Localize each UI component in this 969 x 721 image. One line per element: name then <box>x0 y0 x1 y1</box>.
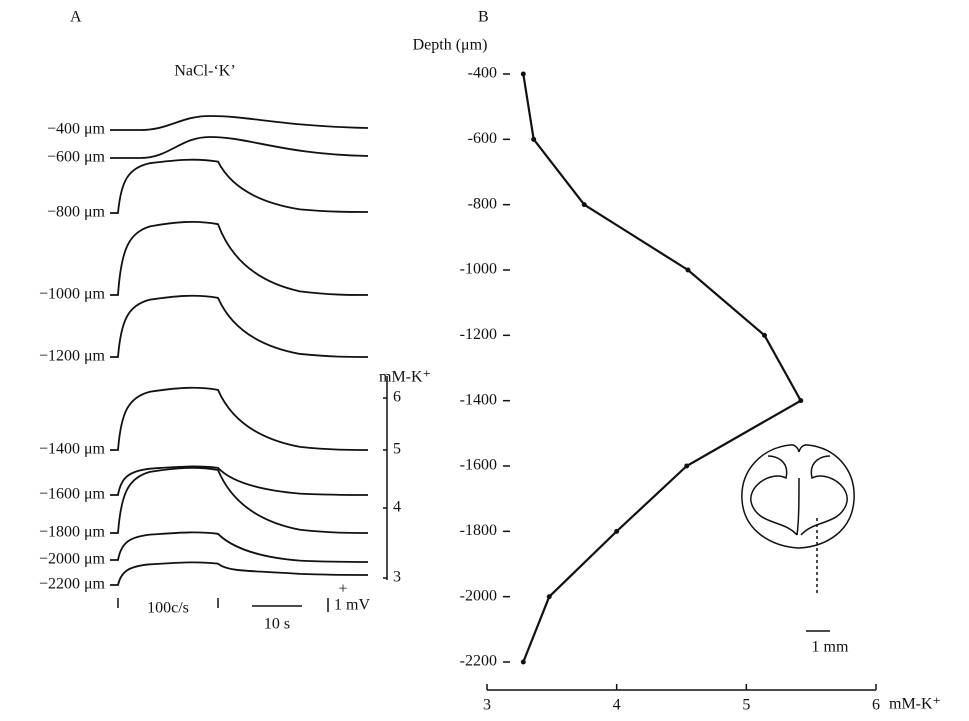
data-point <box>520 659 526 665</box>
trace <box>110 221 369 296</box>
data-point <box>614 528 620 534</box>
depth-label: −2000 μm <box>39 551 106 568</box>
y-tick-label: -1800 <box>460 522 497 539</box>
time-bar-label: 10 s <box>264 616 290 633</box>
depth-label: −800 μm <box>47 204 106 221</box>
x-axis-title: mM-K⁺ <box>889 696 941 713</box>
k-scale-tick-label: 5 <box>393 441 401 458</box>
depth-label: −1400 μm <box>39 441 106 458</box>
trace <box>110 294 369 358</box>
y-tick-label: -2000 <box>460 587 497 604</box>
trace <box>110 158 369 214</box>
k-scale-tick-label: 6 <box>393 389 401 406</box>
data-point <box>685 267 691 273</box>
y-tick-label: -1200 <box>460 326 497 343</box>
voltage-bar-label: 1 mV <box>334 597 370 614</box>
depth-label: −1200 μm <box>39 348 106 365</box>
y-tick-label: -800 <box>468 195 497 212</box>
y-tick-label: -1600 <box>460 457 497 474</box>
k-scale-title: mM-K⁺ <box>379 369 431 386</box>
data-point <box>520 71 526 77</box>
y-tick-label: -400 <box>468 65 497 82</box>
trace <box>110 561 369 586</box>
trace <box>110 115 369 131</box>
data-line <box>522 73 803 663</box>
panel-title: NaCl-‘K’ <box>174 63 235 80</box>
trace <box>110 466 369 534</box>
data-point <box>761 332 767 338</box>
x-tick-label: 5 <box>742 697 750 714</box>
spinal-cord-inset <box>741 444 855 632</box>
depth-label: −1000 μm <box>39 286 106 303</box>
trace <box>110 386 369 451</box>
polarity-label: + <box>338 581 347 598</box>
data-point <box>581 202 587 208</box>
y-axis-title: Depth (μm) <box>413 37 488 54</box>
stimulus-label: 100c/s <box>147 600 189 617</box>
y-tick-label: -600 <box>468 130 497 147</box>
inset-scale-label: 1 mm <box>812 639 849 656</box>
depth-label: −400 μm <box>47 121 106 138</box>
k-scale-tick-label: 3 <box>393 569 401 586</box>
x-tick-label: 6 <box>872 697 880 714</box>
data-point <box>531 136 537 142</box>
y-tick-label: -1000 <box>460 261 497 278</box>
data-point <box>546 594 552 600</box>
data-point <box>684 463 690 469</box>
depth-label: −600 μm <box>47 149 106 166</box>
depth-label: −1800 μm <box>39 524 106 541</box>
panel-label: B <box>478 9 489 26</box>
depth-label: −1600 μm <box>39 486 106 503</box>
k-scale-tick-label: 4 <box>393 499 401 516</box>
trace <box>110 531 369 563</box>
x-tick-label: 3 <box>483 697 491 714</box>
trace <box>110 465 369 496</box>
x-tick-label: 4 <box>613 697 621 714</box>
y-tick-label: -1400 <box>460 391 497 408</box>
panel-label: A <box>70 9 82 26</box>
data-point <box>798 398 804 404</box>
depth-label: −2200 μm <box>39 576 106 593</box>
trace <box>110 136 369 159</box>
y-tick-label: -2200 <box>460 653 497 670</box>
